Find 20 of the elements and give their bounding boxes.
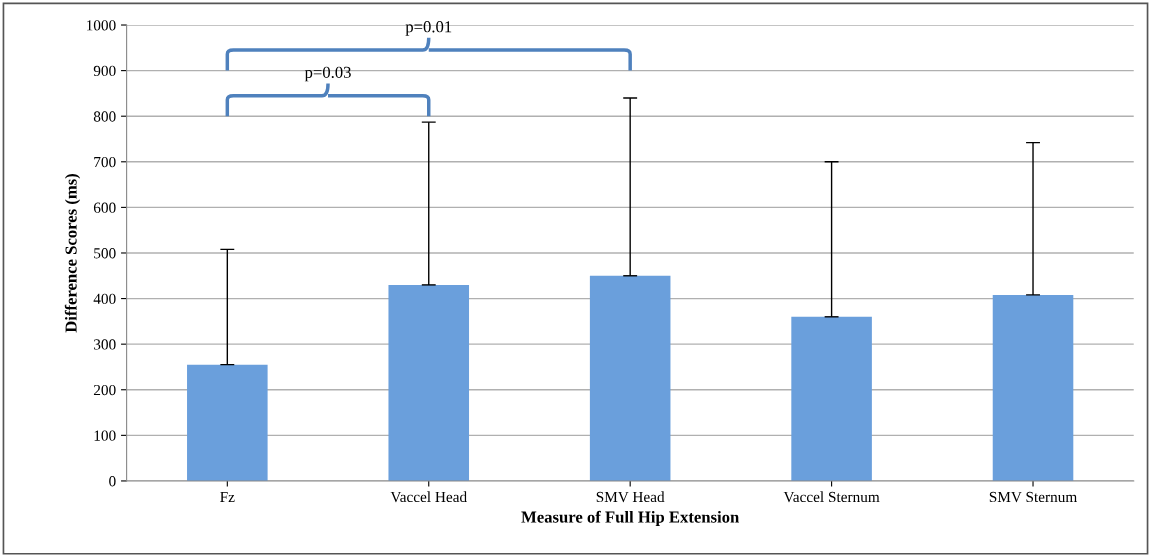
y-axis-title: Difference Scores (ms)	[64, 173, 81, 333]
y-tick-label: 700	[94, 156, 116, 168]
y-tick-label: 200	[93, 384, 116, 396]
y-tick-label: 1000	[86, 20, 116, 31]
x-tick-label: Vaccel Head	[390, 491, 467, 503]
x-tick-label: SMV Sternum	[989, 491, 1077, 503]
y-tick-label: 600	[93, 202, 116, 213]
x-tick-label: Fz	[220, 491, 235, 502]
x-tick-label: Vaccel Sternum	[783, 491, 880, 503]
y-tick-label: 300	[94, 339, 116, 350]
y-tick-label: 100	[94, 430, 116, 441]
y-tick-label: 0	[109, 476, 116, 487]
x-axis-title: Measure of Full Hip Extension	[521, 510, 740, 527]
annotation: p=0.03	[304, 66, 351, 82]
annotation: p=0.01	[405, 21, 452, 36]
y-tick-label: 900	[93, 65, 116, 77]
x-tick-label: SMV Head	[596, 491, 665, 503]
y-tick-label: 800	[93, 111, 116, 122]
y-tick-label: 500	[94, 248, 116, 259]
y-tick-label: 400	[93, 293, 116, 305]
